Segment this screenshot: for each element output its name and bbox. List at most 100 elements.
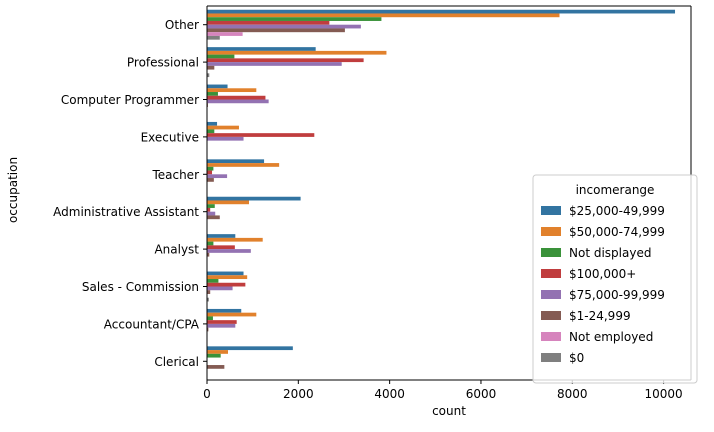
bar: [207, 207, 211, 212]
bar: [207, 20, 330, 25]
bar: [207, 275, 248, 280]
y-tick-label: Teacher: [151, 168, 199, 182]
y-tick-label: Other: [165, 18, 199, 32]
ticks-layer: 0 2000 4000 6000 8000 10000 Other Professional C…: [53, 18, 683, 401]
bar: [207, 286, 233, 291]
bar: [207, 279, 219, 283]
bar: [207, 249, 251, 253]
x-tick-label: 10000: [645, 387, 683, 401]
y-tick-label: Executive: [141, 130, 199, 144]
legend-swatch: [541, 332, 561, 341]
y-tick-label: Clerical: [154, 355, 199, 369]
bar: [207, 47, 316, 51]
bar: [207, 170, 213, 175]
bar: [207, 323, 236, 328]
bar: [207, 237, 263, 242]
bar: [207, 174, 228, 179]
bar: [207, 282, 246, 287]
bar: [207, 327, 209, 332]
x-tick-label: 4000: [374, 387, 405, 401]
legend-swatch: [541, 206, 561, 215]
bar: [207, 28, 345, 33]
bar: [207, 215, 220, 220]
legend-swatch: [541, 227, 561, 236]
bar: [207, 136, 244, 141]
bar: [207, 196, 301, 201]
bar: [207, 35, 220, 40]
legend-label: $50,000-74,999: [569, 225, 665, 239]
bar: [207, 65, 215, 70]
y-tick-label: Accountant/CPA: [104, 317, 200, 331]
legend-frame: [532, 174, 698, 384]
legend-label: $1-24,999: [569, 309, 631, 323]
bar: [207, 54, 235, 59]
legend-items: $25,000-49,999 $50,000-74,999 Not displaye…: [541, 204, 665, 365]
bar: [207, 245, 235, 250]
x-tick-label: 0: [203, 387, 211, 401]
x-tick-label: 8000: [557, 387, 588, 401]
legend-title: incomerange: [576, 183, 655, 197]
bar: [207, 62, 342, 66]
bar: [207, 133, 315, 137]
bar: [207, 121, 218, 126]
legend-label: $25,000-49,999: [569, 204, 665, 218]
x-tick-label: 6000: [466, 387, 497, 401]
bar: [207, 316, 213, 321]
bar: [207, 178, 214, 182]
bars-layer: [207, 9, 676, 369]
y-tick-label: Professional: [127, 56, 199, 70]
x-axis-label: count: [432, 404, 466, 418]
legend-label: Not displayed: [569, 246, 651, 260]
y-tick-label: Administrative Assistant: [53, 205, 199, 219]
bar: [207, 166, 214, 171]
bar: [207, 88, 257, 93]
bar: [207, 297, 209, 302]
legend-label: $75,000-99,999: [569, 288, 665, 302]
bar: [207, 17, 382, 21]
y-tick-label: Analyst: [154, 243, 199, 257]
x-tick-label: 2000: [283, 387, 314, 401]
bar: [207, 50, 387, 55]
y-tick-label: Computer Programmer: [61, 93, 199, 107]
bar: [207, 32, 243, 36]
bar: [207, 129, 215, 134]
bar: [207, 163, 280, 167]
bar: [207, 99, 269, 104]
bar: [207, 290, 211, 294]
bar: [207, 211, 216, 216]
bar: [207, 308, 242, 313]
bar: [207, 159, 265, 164]
legend-swatch: [541, 269, 561, 278]
legend-label: Not employed: [569, 330, 653, 344]
legend-label: $0: [569, 351, 584, 365]
bar: [207, 84, 228, 89]
bar: [207, 252, 210, 257]
bar: [207, 58, 364, 63]
bar: [207, 271, 244, 276]
bar: [207, 234, 236, 238]
legend-swatch: [541, 248, 561, 257]
bar: [207, 350, 229, 354]
bar: [207, 346, 293, 351]
bar: [207, 200, 250, 205]
bar: [207, 92, 218, 96]
bar: [207, 365, 225, 369]
bar: [207, 353, 221, 358]
bar: [207, 125, 239, 130]
bar: [207, 95, 266, 100]
bar: [207, 13, 560, 18]
legend-label: $100,000+: [569, 267, 636, 281]
bar: [207, 241, 214, 246]
bar: [207, 312, 257, 317]
bar: [207, 9, 676, 14]
legend-swatch: [541, 311, 561, 320]
legend-swatch: [541, 353, 561, 362]
y-axis-label: occupation: [6, 157, 20, 223]
y-tick-label: Sales - Commission: [82, 280, 199, 294]
legend: incomerange $25,000-49,999 $50,000-74,999…: [532, 174, 698, 384]
bar: [207, 24, 361, 29]
bar: [207, 73, 210, 78]
bar: [207, 204, 215, 208]
legend-swatch: [541, 290, 561, 299]
